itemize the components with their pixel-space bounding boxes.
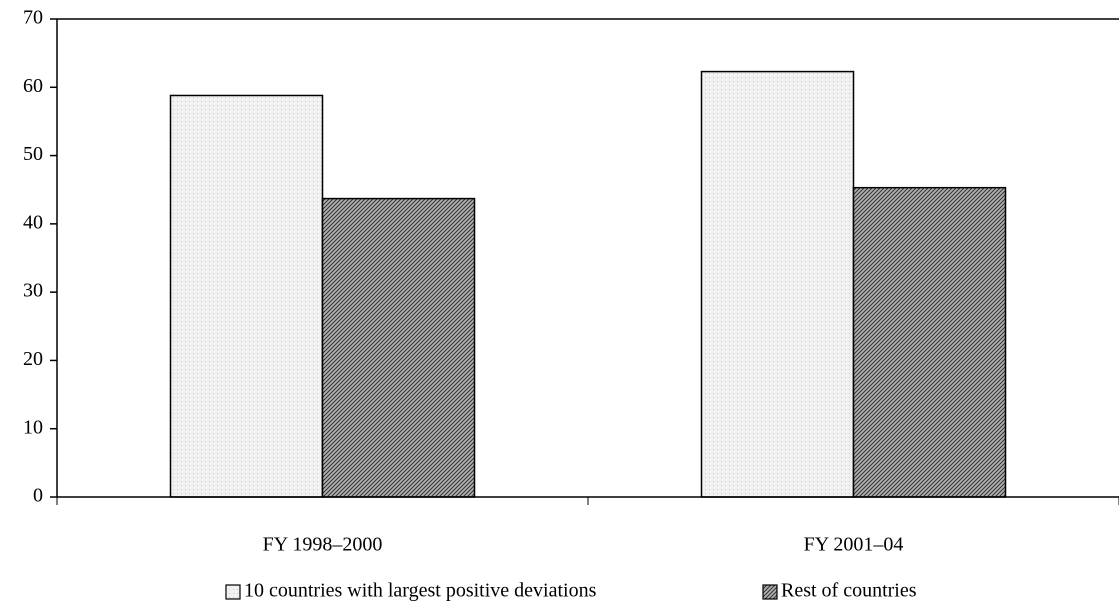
legend-label: Rest of countries	[781, 580, 917, 602]
bar	[852, 186, 1007, 498]
y-tick-label: 70	[23, 7, 43, 29]
bar	[321, 197, 476, 498]
y-tick-label: 10	[23, 416, 43, 438]
legend-swatch	[225, 584, 241, 600]
y-tick-label: 0	[33, 485, 43, 507]
y-tick-label: 50	[23, 143, 43, 165]
y-tick-label: 40	[23, 211, 43, 233]
bar	[169, 94, 324, 498]
x-tick-label: FY 2001–04	[804, 534, 904, 556]
x-tick-label: FY 1998–2000	[263, 534, 383, 556]
y-tick-label: 60	[23, 75, 43, 97]
y-tick-label: 30	[23, 280, 43, 302]
legend-label: 10 countries with largest positive devia…	[244, 580, 597, 602]
y-tick-label: 20	[23, 348, 43, 370]
legend-swatch	[762, 584, 778, 600]
bar	[700, 70, 855, 498]
